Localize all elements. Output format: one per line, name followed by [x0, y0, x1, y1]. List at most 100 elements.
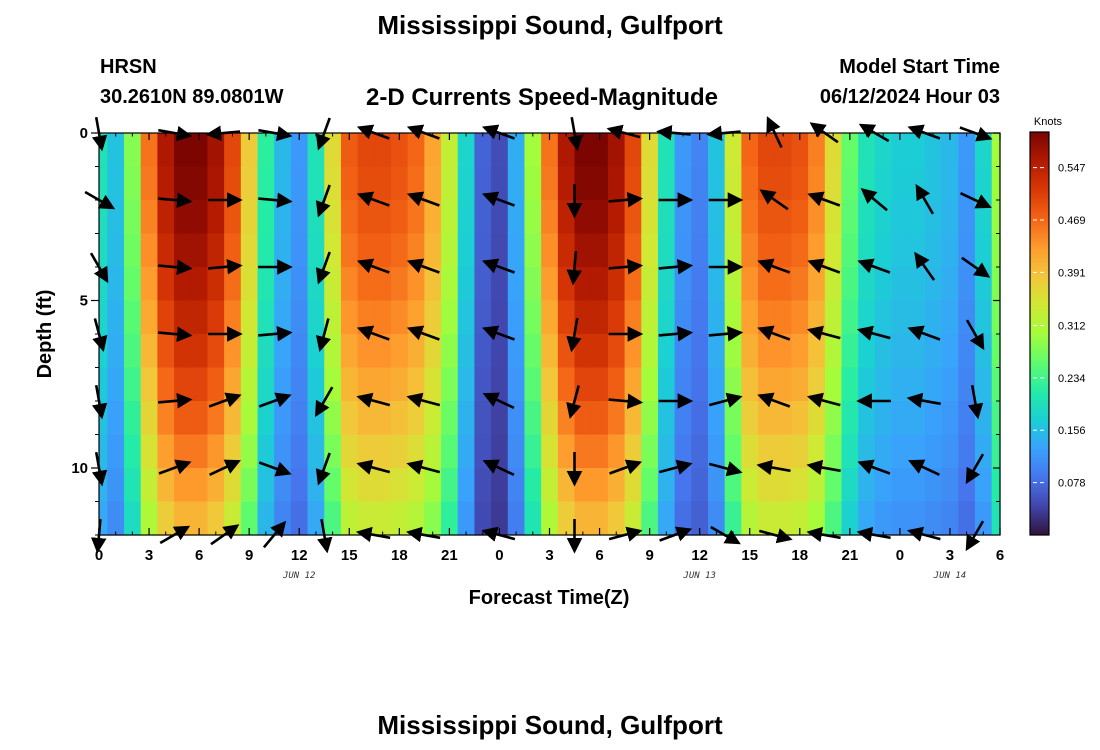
heat-cell [107, 233, 125, 268]
model-start-value: 06/12/2024 Hour 03 [819, 86, 1000, 108]
heat-cell [941, 200, 959, 235]
heat-cell [741, 468, 759, 503]
heat-cell [841, 367, 859, 402]
heat-cell [424, 200, 442, 235]
heat-cell [607, 300, 626, 335]
heat-cell [657, 367, 676, 402]
heat-cell [357, 267, 375, 302]
station-id: HRSN [100, 56, 157, 78]
heat-cell [190, 166, 209, 201]
heat-cell [591, 501, 609, 536]
y-axis-title: Depth (ft) [34, 290, 56, 379]
heat-cell [691, 434, 709, 469]
heat-cell [941, 267, 959, 302]
current-vector [860, 188, 888, 212]
heat-cell [507, 401, 526, 436]
y-tick-label: 0 [80, 125, 88, 142]
heat-cell [124, 334, 142, 369]
heat-cell [874, 166, 893, 201]
heat-cell [340, 233, 359, 268]
heat-cell [374, 367, 392, 402]
heat-cell [140, 501, 158, 536]
heat-cell [240, 200, 259, 235]
heat-cell [290, 233, 309, 268]
heat-cell [974, 367, 993, 402]
heat-cell [340, 401, 359, 436]
heat-cell [657, 300, 676, 335]
heat-cell [824, 501, 843, 536]
heat-cell [290, 468, 309, 503]
heat-cell [841, 501, 859, 536]
heat-cell [99, 367, 108, 402]
heat-cell [324, 267, 342, 302]
heat-cell [324, 401, 342, 436]
current-vector [965, 453, 985, 485]
heat-cell [641, 367, 659, 402]
heat-cell [99, 166, 108, 201]
heat-cell [674, 401, 692, 436]
heat-cell [274, 334, 292, 369]
heat-cell [541, 367, 559, 402]
heat-cell [958, 200, 976, 235]
current-vector [908, 459, 940, 476]
heat-cell [858, 468, 876, 503]
heat-cell [657, 267, 676, 302]
x-tick-label: 6 [195, 547, 203, 564]
heat-cell [958, 367, 976, 402]
heat-cell [858, 367, 876, 402]
heat-cell [491, 334, 509, 369]
heat-cell [207, 200, 225, 235]
heat-cell [841, 166, 859, 201]
current-vector [481, 191, 515, 207]
heat-cell [641, 166, 659, 201]
heat-cell [107, 133, 125, 168]
heat-cell [824, 267, 843, 302]
heat-cell [491, 267, 509, 302]
current-vector [708, 392, 743, 408]
heat-cell [491, 434, 509, 469]
heat-cell [424, 267, 442, 302]
heat-cell [240, 501, 259, 536]
heat-cell [424, 401, 442, 436]
heat-cell [891, 334, 909, 369]
heat-cell [624, 468, 642, 503]
heat-cell [99, 501, 108, 536]
heat-cell [774, 401, 793, 436]
heat-cell [941, 401, 959, 436]
heat-cell [808, 334, 826, 369]
heat-cell [124, 267, 142, 302]
heat-cell [841, 133, 859, 168]
current-vector [315, 318, 331, 353]
heat-cell [240, 434, 259, 469]
heat-cell [457, 267, 476, 302]
axes: 0 3 6 9 12 15 18 21 0 3 6 9 12 15 18 21 0 3 6 0 5 10 JUN 12 JUN… [71, 125, 1004, 581]
heat-cell [507, 434, 526, 469]
heat-cell [374, 468, 392, 503]
heat-cell [841, 401, 859, 436]
heat-cell [674, 267, 692, 302]
heat-cell [657, 434, 676, 469]
heat-cell [924, 367, 943, 402]
heat-cell [407, 334, 425, 369]
heat-cell [791, 133, 809, 168]
heat-cell [607, 334, 626, 369]
heat-cell [257, 200, 275, 235]
heat-cell [257, 468, 275, 503]
heat-cell [741, 367, 759, 402]
current-vector [356, 191, 390, 207]
heat-cell [174, 166, 192, 201]
heat-cell [424, 434, 442, 469]
bottom-title: Mississippi Sound, Gulfport [377, 710, 723, 740]
x-tick-label: 0 [95, 547, 103, 564]
current-vector [757, 325, 791, 341]
heat-cell [858, 501, 876, 536]
colorbar-tick-label: 0.078 [1058, 478, 1086, 490]
heat-cell [641, 233, 659, 268]
heat-cell [374, 133, 392, 168]
heat-cell [390, 501, 409, 536]
heat-cell [107, 468, 125, 503]
heat-cell [407, 401, 425, 436]
heat-cell [908, 367, 926, 402]
heat-cell [958, 267, 976, 302]
heat-cell [140, 300, 158, 335]
